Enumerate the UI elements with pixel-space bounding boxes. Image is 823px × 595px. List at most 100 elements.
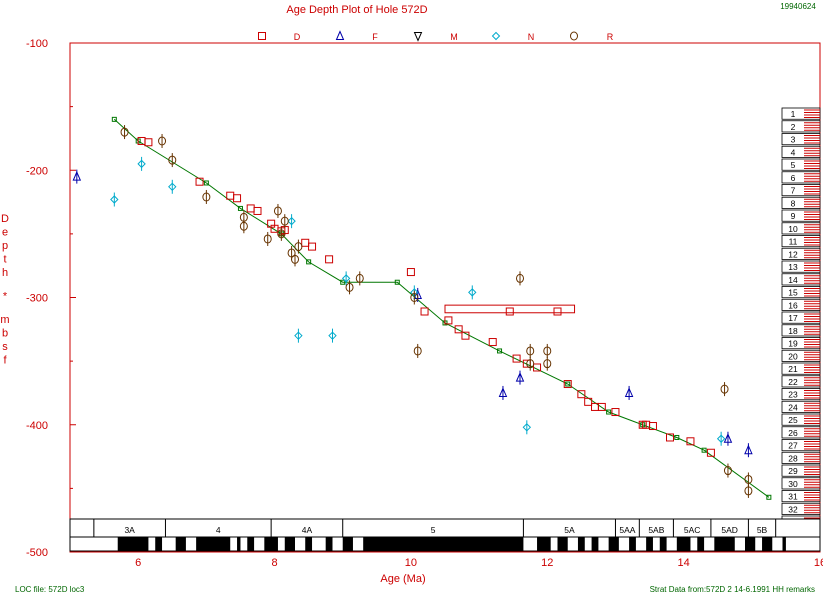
polarity-normal-chron	[196, 537, 231, 551]
datum-diamond-mark	[328, 331, 337, 340]
datum-diamond-mark	[341, 274, 351, 283]
datum-square	[563, 380, 572, 389]
core-label: 3	[791, 135, 796, 145]
datum-square-mark	[308, 242, 317, 251]
legend-symbol-triangle-up-mark	[335, 30, 345, 40]
core-label: 26	[788, 428, 798, 438]
y-tick-label: -400	[26, 420, 48, 432]
y-label-char: s	[2, 341, 8, 353]
zone-label: 5AA	[619, 525, 635, 535]
core-box	[781, 120, 821, 133]
y-label-char: D	[1, 213, 9, 225]
core-box	[781, 490, 821, 503]
datum-circle	[516, 271, 524, 286]
legend-label-R: R	[607, 32, 614, 42]
core-box	[781, 235, 821, 248]
datum-square-mark	[325, 255, 334, 264]
datum-square-mark	[597, 402, 606, 411]
core-21: 21	[781, 362, 821, 375]
zone-label: 5AD	[721, 525, 738, 535]
datum-diamond-mark	[168, 182, 177, 191]
datum-circle	[202, 189, 211, 204]
y-label-char: p	[2, 240, 8, 252]
core-label: 30	[788, 479, 798, 489]
core-box	[781, 451, 821, 464]
strat-data-label: Strat Data from:572D 2 14-6.1991 HH rema…	[650, 585, 815, 594]
core-label: 4	[791, 147, 796, 157]
datum-diamond	[341, 271, 351, 286]
legend-label-D: D	[294, 32, 301, 42]
datum-circle	[345, 280, 354, 295]
datum-diamond	[110, 192, 119, 207]
core-label: 19	[788, 339, 798, 349]
legend-label-N: N	[528, 32, 535, 42]
polarity-bar	[69, 536, 821, 552]
datum-circle	[263, 231, 272, 246]
polarity-normal-chron	[247, 537, 255, 551]
core-label: 20	[788, 351, 798, 361]
polarity-normal-chron	[591, 537, 599, 551]
datum-square	[406, 268, 415, 277]
datum-triangle	[723, 431, 733, 446]
zone-label: 5AB	[648, 525, 664, 535]
legend-symbol-triangle-up	[335, 30, 345, 40]
datum-triangle	[515, 370, 525, 385]
datum-square	[666, 433, 674, 442]
core-label: 7	[791, 186, 796, 196]
x-axis-label: Age (Ma)	[380, 573, 425, 585]
datum-square-mark	[406, 268, 415, 277]
polarity-normal-chron	[659, 537, 667, 551]
x-tick-label: 12	[541, 557, 553, 569]
zone-label: 4A	[302, 525, 313, 535]
datum-square	[420, 307, 429, 316]
datum-square-mark	[144, 138, 153, 147]
line-control-point	[203, 180, 209, 186]
line-control-point	[394, 279, 400, 285]
core-box	[781, 388, 821, 401]
x-tick-label: 16	[814, 557, 823, 569]
legend-symbol-square-mark	[258, 32, 266, 40]
core-13: 13	[781, 260, 821, 273]
core-15: 15	[781, 286, 821, 299]
core-box	[781, 260, 821, 273]
datum-circle-mark	[410, 293, 419, 302]
datum-square	[253, 206, 262, 215]
core-label: 24	[788, 402, 798, 412]
datum-square	[233, 194, 242, 203]
datum-circle-mark	[413, 346, 422, 356]
core-4: 4	[781, 145, 821, 158]
datum-circle	[355, 271, 364, 286]
core-label: 5	[791, 160, 796, 170]
core-27: 27	[781, 439, 821, 452]
datum-circle	[280, 214, 289, 229]
datum-square-mark	[553, 307, 562, 316]
datum-diamond-mark	[522, 423, 532, 432]
datum-circle	[723, 463, 732, 478]
y-label-char: m	[0, 314, 9, 326]
core-box	[781, 286, 821, 299]
datum-circle-mark	[263, 234, 272, 244]
y-axis: -100 -200 -300 -400 -500	[26, 38, 76, 559]
datum-square	[648, 422, 657, 431]
core-label: 32	[788, 504, 798, 514]
polarity-normal-chron	[557, 537, 568, 551]
polarity-normal-chron	[305, 537, 313, 551]
datum-square	[553, 307, 562, 316]
y-label-char: *	[3, 291, 8, 303]
zone-bar-frame	[69, 518, 821, 538]
datum-circle-mark	[120, 127, 129, 137]
legend-label-F: F	[372, 32, 378, 42]
core-box	[781, 477, 821, 490]
core-label: 29	[788, 466, 798, 476]
age-depth-polyline	[113, 118, 770, 498]
y-label-char: f	[3, 355, 7, 367]
datum-square-mark	[584, 397, 593, 406]
core-label: 9	[791, 211, 796, 221]
datum-circle-mark	[543, 359, 552, 369]
datum-square	[246, 204, 255, 213]
core-box	[781, 196, 821, 209]
core-label: 23	[788, 390, 798, 400]
core-box	[781, 145, 821, 158]
core-22: 22	[781, 375, 821, 388]
